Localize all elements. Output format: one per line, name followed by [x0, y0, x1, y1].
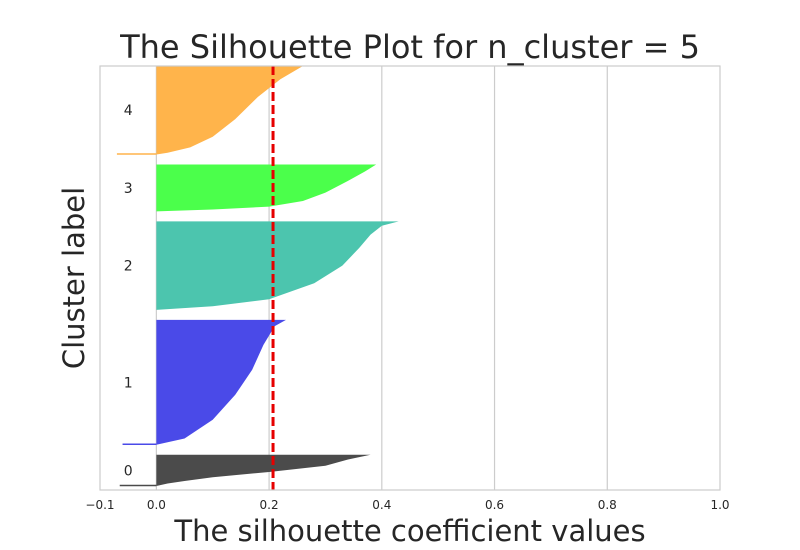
cluster-areas [116, 66, 399, 487]
y-axis-label: Cluster label [57, 187, 91, 369]
cluster-1-area [156, 319, 286, 445]
plot-frame [99, 65, 721, 491]
x-tick-label: 0.6 [485, 498, 504, 512]
cluster-label: 0 [124, 463, 133, 479]
x-tick-label: 0.2 [260, 498, 279, 512]
x-tick-label: −0.1 [85, 498, 114, 512]
cluster-3-area [156, 164, 377, 212]
cluster-2-area [156, 221, 399, 310]
cluster-label: 2 [124, 259, 133, 275]
chart-title: The Silhouette Plot for n_cluster = 5 [119, 28, 700, 66]
x-tick-labels: −0.1 0.0 0.2 0.4 0.6 0.8 1.0 [85, 498, 729, 512]
cluster-labels: 0 1 2 3 4 [124, 103, 133, 479]
cluster-label: 3 [124, 181, 133, 197]
x-tick-label: 0.4 [372, 498, 391, 512]
cluster-label: 4 [124, 103, 133, 119]
cluster-0-area [156, 454, 371, 486]
x-tick-label: 0.0 [147, 498, 166, 512]
cluster-label: 1 [124, 375, 133, 391]
x-tick-label: 1.0 [710, 498, 729, 512]
x-axis-label: The silhouette coefficient values [173, 514, 645, 548]
cluster-4-area [156, 66, 303, 155]
x-tick-label: 0.8 [598, 498, 617, 512]
